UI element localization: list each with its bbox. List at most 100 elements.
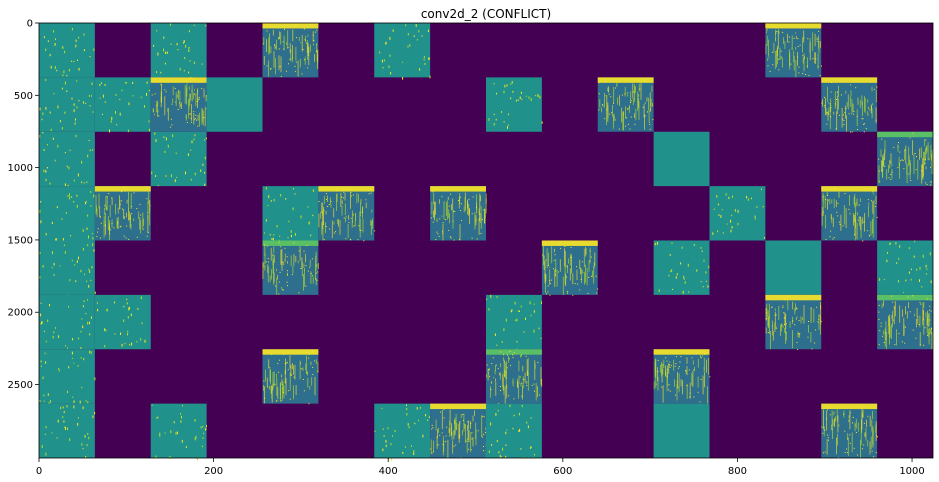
heatmap-streak <box>838 98 839 109</box>
heatmap-dot <box>124 236 125 237</box>
heatmap-dot <box>895 242 896 244</box>
heatmap-dot <box>702 251 703 252</box>
heatmap-dot <box>170 430 171 433</box>
heatmap-dot <box>314 361 315 362</box>
heatmap-streak <box>273 372 274 388</box>
heatmap-streak <box>336 194 337 211</box>
heatmap-dot <box>194 62 195 64</box>
heatmap-dot <box>158 185 159 186</box>
heatmap-dot <box>434 216 435 217</box>
heatmap-dot <box>292 274 293 275</box>
heatmap-streak <box>307 378 308 388</box>
heatmap-cell <box>39 349 95 403</box>
heatmap-dot <box>54 263 55 266</box>
heatmap-dot <box>152 94 153 95</box>
heatmap-dot <box>881 323 882 324</box>
heatmap-dot <box>843 414 844 415</box>
heatmap-dot <box>590 250 591 251</box>
heatmap-dot <box>766 312 767 313</box>
heatmap-dot <box>823 197 824 198</box>
heatmap-dot <box>445 441 446 442</box>
heatmap-dot <box>808 321 809 322</box>
heatmap-streak <box>437 436 438 449</box>
heatmap-dot <box>351 196 352 197</box>
heatmap-dot <box>129 307 130 310</box>
heatmap-dot <box>766 309 767 310</box>
heatmap-dot <box>405 446 406 447</box>
heatmap-dot <box>286 71 287 72</box>
heatmap-streak <box>876 196 877 205</box>
heatmap-dot <box>852 131 853 132</box>
heatmap-streak <box>778 306 779 320</box>
heatmap-streak <box>775 51 776 69</box>
heatmap-block <box>654 132 710 186</box>
heatmap-dot <box>809 26 810 27</box>
heatmap-dot <box>188 50 189 52</box>
heatmap-dot <box>305 39 306 40</box>
heatmap-dot <box>776 315 777 316</box>
heatmap-dot <box>90 191 91 193</box>
heatmap-dot <box>175 88 176 89</box>
heatmap-dot <box>264 398 265 399</box>
heatmap-streak <box>846 115 847 131</box>
heatmap-dot <box>511 309 512 311</box>
heatmap-streak <box>661 362 662 377</box>
heatmap-cell <box>151 77 207 131</box>
heatmap-dot <box>430 448 431 449</box>
heatmap-dot <box>878 312 879 313</box>
heatmap-streak <box>778 29 779 49</box>
heatmap-streak <box>827 439 828 455</box>
heatmap-dot <box>460 197 461 198</box>
heatmap-dot <box>70 235 71 237</box>
heatmap-dot <box>49 183 50 185</box>
heatmap-dot <box>382 449 383 452</box>
heatmap-dot <box>288 47 289 48</box>
heatmap-dot <box>279 48 280 49</box>
heatmap-dot <box>45 170 46 173</box>
heatmap-dot <box>60 266 61 267</box>
heatmap-streak <box>682 380 683 394</box>
heatmap-streak <box>167 108 168 112</box>
heatmap-dot <box>567 293 568 294</box>
heatmap-dot <box>157 417 158 418</box>
heatmap-dot <box>334 233 335 234</box>
heatmap-dot <box>859 204 860 205</box>
heatmap-dot <box>442 231 443 232</box>
heatmap-dot <box>62 127 63 129</box>
heatmap-dot <box>87 322 88 325</box>
heatmap-dot <box>89 140 90 141</box>
heatmap-streak <box>871 104 872 113</box>
heatmap-streak <box>290 58 291 60</box>
heatmap-streak <box>795 47 796 50</box>
heatmap-streak <box>269 386 270 390</box>
heatmap-streak <box>157 103 158 117</box>
heatmap-streak <box>909 155 910 165</box>
heatmap-dot <box>899 152 900 153</box>
heatmap-streak <box>894 306 895 325</box>
heatmap-dot <box>366 199 367 200</box>
heatmap-dot <box>185 172 186 175</box>
heatmap-dot <box>830 407 831 408</box>
heatmap-dot <box>311 273 312 274</box>
heatmap-dot <box>172 104 173 105</box>
heatmap-streak <box>203 111 204 126</box>
heatmap-streak <box>313 277 314 284</box>
heatmap-dot <box>751 198 752 199</box>
heatmap-streak <box>873 428 874 435</box>
heatmap-dot <box>127 331 128 333</box>
heatmap-streak <box>327 196 328 203</box>
heatmap-dot <box>836 212 837 213</box>
heatmap-dot <box>841 94 842 95</box>
heatmap-band <box>263 241 319 246</box>
heatmap-streak <box>779 31 780 34</box>
heatmap-streak <box>831 199 832 203</box>
heatmap-dot <box>125 82 126 83</box>
heatmap-dot <box>560 242 561 243</box>
heatmap-streak <box>309 386 310 390</box>
heatmap-streak <box>890 326 891 337</box>
heatmap-dot <box>433 222 434 223</box>
heatmap-dot <box>122 344 123 347</box>
heatmap-streak <box>828 111 829 121</box>
heatmap-dot <box>799 336 800 337</box>
heatmap-dot <box>47 320 48 322</box>
